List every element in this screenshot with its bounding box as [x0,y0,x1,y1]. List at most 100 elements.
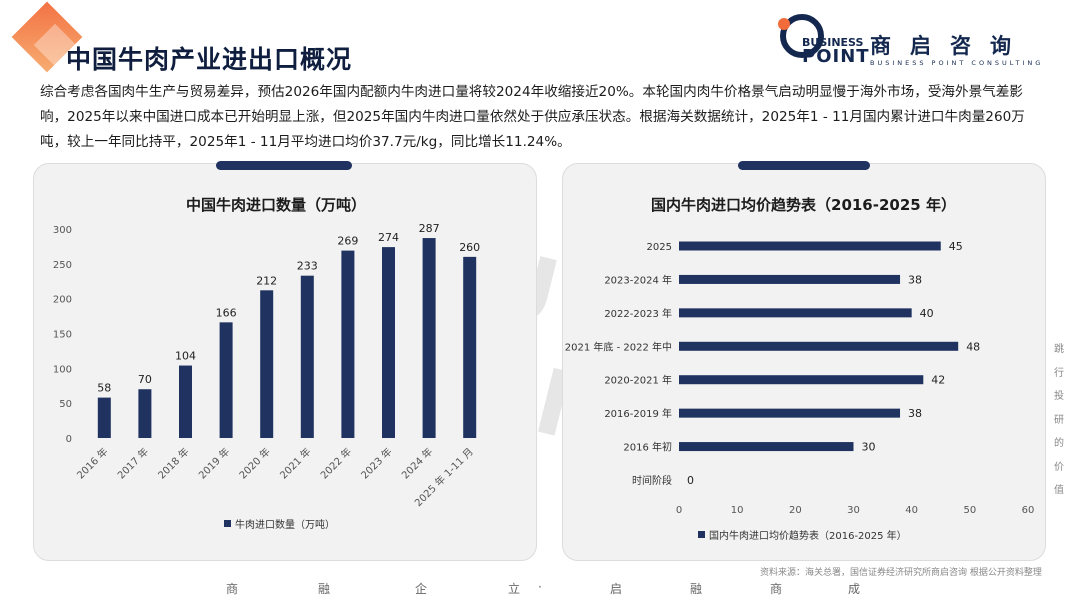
data-label: 269 [337,235,358,248]
x-tick-label: 2016 年 [74,445,111,482]
left-panel-tab [216,161,352,170]
side-char: 值 [1054,485,1064,496]
data-label: 40 [920,307,934,320]
legend-label: 牛肉进口数量（万吨） [235,518,335,531]
data-label: 233 [297,260,318,273]
data-label: 0 [687,474,694,487]
bar [260,290,274,438]
bar [138,389,152,438]
left-chart-title: 中国牛肉进口数量（万吨） [186,196,367,214]
bar [97,397,111,438]
right-panel-tab [738,161,870,170]
data-label: 287 [419,222,440,235]
bar [382,247,395,438]
bar [300,275,314,438]
page-title: 中国牛肉产业进出口概况 [66,45,353,74]
data-label: 45 [949,240,963,253]
side-char: 研 [1054,414,1064,426]
y-tick-label: 150 [53,330,72,341]
x-tick-label: 2019 年 [196,445,233,482]
footer-char: 成 [848,582,861,596]
legend-swatch [698,531,705,538]
logo-point-text: POINT [802,46,870,67]
logo-ring-icon [780,14,824,58]
data-label: 212 [256,274,277,287]
bar [679,274,901,284]
data-label: 274 [378,231,399,244]
side-char: 跳 [1054,344,1064,355]
logo-english-name: BUSINESS POINT CONSULTING [870,59,1044,67]
logo-chinese-name: 商启咨询 [870,34,1030,58]
bar [679,375,924,385]
y-tick-label: 100 [53,364,72,375]
side-char: 的 [1054,438,1064,449]
footer-char: 企 [415,582,428,596]
x-tick-label: 40 [905,505,918,516]
y-category-label: 2023-2024 年 [604,273,672,286]
data-label: 104 [175,350,196,363]
x-tick-label: 2021 年 [277,445,314,482]
x-tick-label: 2023 年 [358,445,395,482]
left-chart-panel [33,163,537,561]
right-chart-panel [562,163,1046,561]
bar [463,256,477,438]
bar [422,238,436,438]
y-category-label: 2016-2019 年 [604,407,672,420]
side-char: 价 [1054,461,1064,473]
side-char: 行 [1054,367,1064,379]
data-label: 48 [966,340,980,353]
side-char: 投 [1054,391,1064,402]
x-tick-label: 0 [676,505,682,516]
bar [679,442,854,452]
x-tick-label: 10 [731,505,744,516]
y-tick-label: 0 [66,434,72,445]
side-vertical-text: 跳 行 投 研 的 价 值 [1052,338,1066,503]
right-chart-title: 国内牛肉进口均价趋势表（2016-2025 年） [651,196,956,214]
logo-business-text: BUSINESS [802,36,864,49]
footer-char: 启 [610,582,623,596]
y-tick-label: 250 [53,260,72,271]
x-tick-label: 30 [847,505,860,516]
x-tick-label: 2024 年 [399,445,436,482]
y-tick-label: 50 [59,399,72,410]
bar [219,322,233,438]
data-label: 30 [862,441,876,454]
y-category-label: 时间阶段 [632,474,672,487]
data-label: 166 [216,306,237,319]
footer-char: 融 [690,582,703,596]
x-tick-label: 20 [789,505,802,516]
data-label: 58 [97,382,111,395]
x-tick-label: 60 [1022,505,1035,516]
bar [341,250,355,438]
x-tick-label: 2022 年 [318,445,355,482]
x-tick-label: 2020 年 [236,445,273,482]
data-label: 70 [138,373,152,386]
footer-char: · [538,580,542,594]
y-category-label: 2021 年底 - 2022 年中 [565,340,672,353]
y-category-label: 2022-2023 年 [604,307,672,320]
intro-paragraph: 综合考虑各国肉牛生产与贸易差异，预估2026年国内配额内牛肉进口量将较2024年… [40,84,1025,150]
y-category-label: 2016 年初 [623,441,672,454]
y-tick-label: 300 [53,225,72,236]
data-label: 38 [908,407,922,420]
footer-char: 融 [318,582,331,596]
y-tick-label: 200 [53,295,72,306]
footer-char: 商 [770,582,783,596]
legend-swatch [224,520,231,527]
y-category-label: 2025 [647,242,672,253]
bar [179,365,192,438]
x-tick-label: 50 [963,505,976,516]
bar [679,241,941,251]
bar [679,408,901,418]
footer-char: 立 [508,582,521,596]
brand-logo: BUSINESS POINT 商启咨询 BUSINESS POINT CONSU… [778,14,1070,70]
footer-char: 商 [226,582,239,596]
y-category-label: 2020-2021 年 [604,374,672,387]
data-label: 260 [459,241,480,254]
data-label: 42 [931,374,945,387]
legend-label: 国内牛肉进口均价趋势表（2016-2025 年） [709,529,907,542]
logo-dot-icon [778,18,790,30]
bar [679,341,959,351]
x-tick-label: 2017 年 [115,445,152,482]
